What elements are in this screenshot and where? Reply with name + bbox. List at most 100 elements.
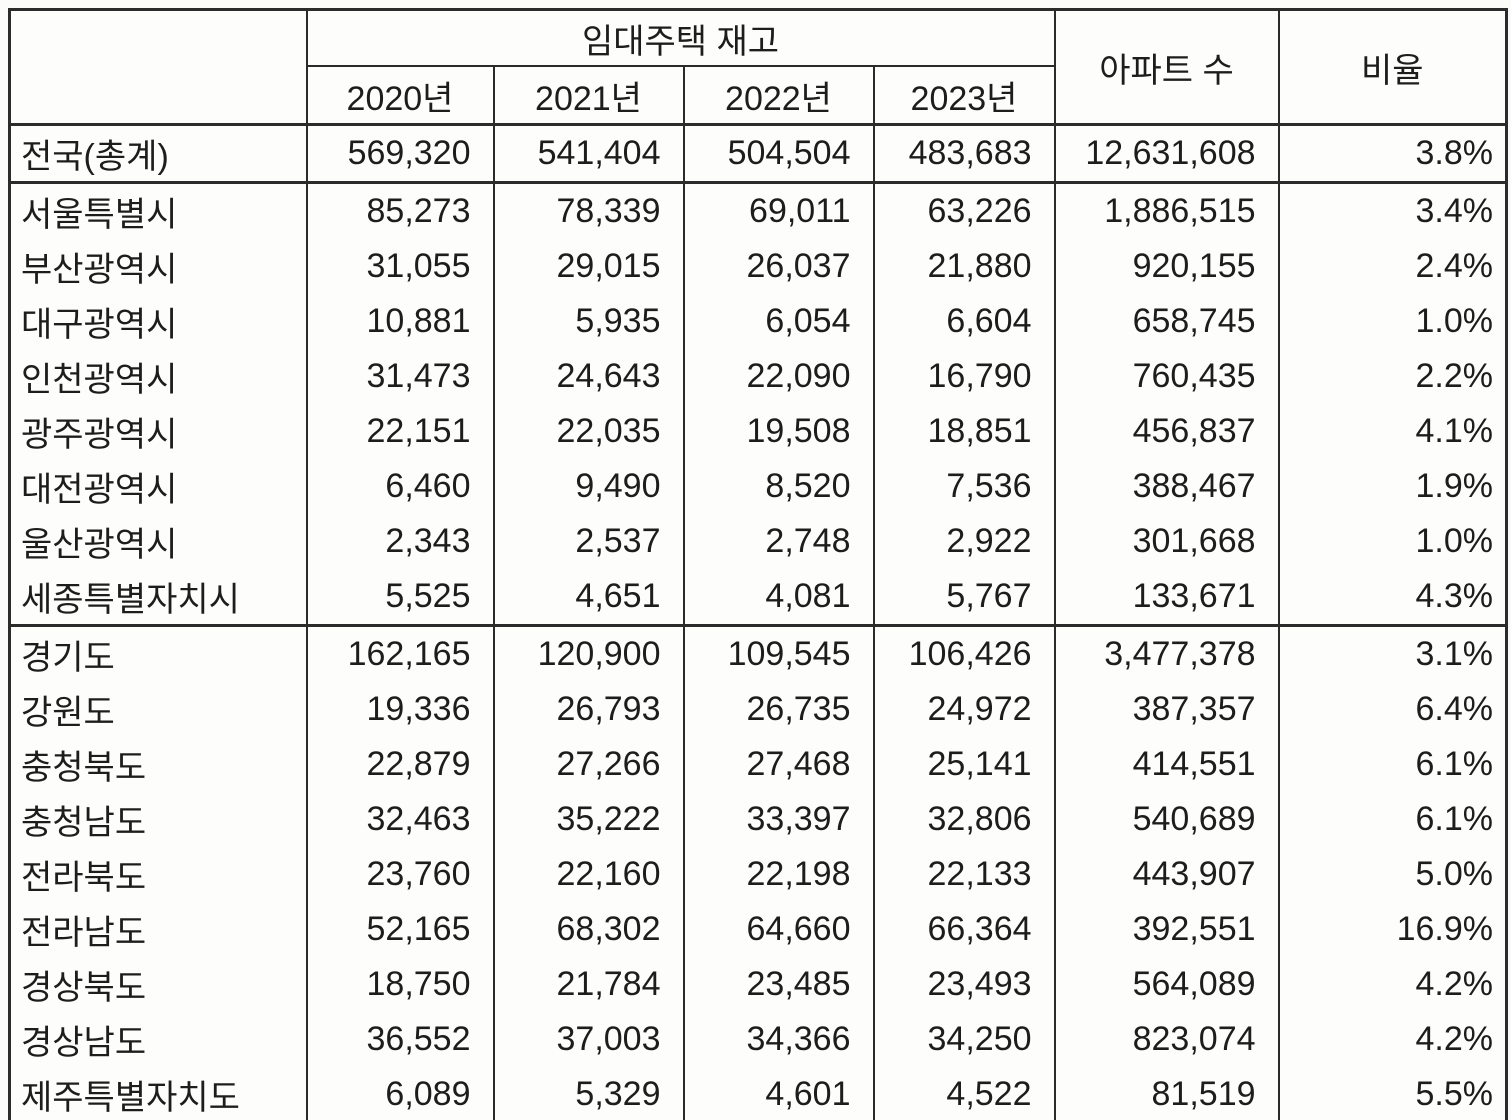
ratio-cell: 4.2% [1277,1012,1508,1067]
apartments-cell: 301,668 [1053,514,1280,569]
rental-stock-2021-cell: 9,490 [492,459,685,514]
table-row: 전라북도 23,760 22,160 22,198 22,133 443,907 5.0% [8,847,1508,902]
rental-stock-2023-cell: 2,922 [872,514,1056,569]
year-column-header: 2020년 [305,66,495,126]
rental-stock-2021-cell: 27,266 [492,737,685,792]
table-row: 광주광역시 22,151 22,035 19,508 18,851 456,837 4.1% [8,404,1508,459]
rental-stock-2021-cell: 24,643 [492,349,685,404]
region-cell: 광주광역시 [8,404,308,459]
rental-stock-2020-cell: 36,552 [305,1012,495,1067]
rental-stock-2023-cell: 18,851 [872,404,1056,459]
year-column-header: 2023년 [872,66,1056,126]
rental-stock-2023-cell: 66,364 [872,902,1056,957]
rental-stock-2020-cell: 10,881 [305,294,495,349]
rental-stock-2023-cell: 32,806 [872,792,1056,847]
table-row: 전국(총계) 569,320 541,404 504,504 483,683 12,631… [8,124,1508,184]
rental-stock-2023-cell: 24,972 [872,682,1056,737]
rental-stock-group-header: 임대주택 재고 [305,9,1056,67]
rental-stock-2023-cell: 22,133 [872,847,1056,902]
region-header-cell [8,9,308,125]
rental-stock-2022-cell: 34,366 [682,1012,875,1067]
region-cell: 세종특별자치시 [8,569,308,627]
ratio-cell: 6.4% [1277,682,1508,737]
rental-stock-2021-cell: 29,015 [492,239,685,294]
table-row: 경상북도 18,750 21,784 23,485 23,493 564,089 4.2% [8,957,1508,1012]
table-row: 제주특별자치도 6,089 5,329 4,601 4,522 81,519 5.5% [8,1067,1508,1120]
rental-stock-2023-cell: 25,141 [872,737,1056,792]
rental-stock-2020-cell: 31,055 [305,239,495,294]
rental-stock-2022-cell: 2,748 [682,514,875,569]
ratio-cell: 6.1% [1277,737,1508,792]
rental-stock-2021-cell: 2,537 [492,514,685,569]
apartments-cell: 392,551 [1053,902,1280,957]
apartments-cell: 388,467 [1053,459,1280,514]
region-cell: 부산광역시 [8,239,308,294]
ratio-header: 비율 [1277,9,1508,125]
ratio-cell: 1.0% [1277,514,1508,569]
rental-stock-2021-cell: 120,900 [492,625,685,682]
year-column-header: 2022년 [682,66,875,126]
apartments-cell: 1,886,515 [1053,182,1280,239]
region-cell: 충청북도 [8,737,308,792]
rental-stock-2020-cell: 85,273 [305,182,495,239]
rental-stock-2021-cell: 4,651 [492,569,685,627]
apartments-cell: 12,631,608 [1053,124,1280,184]
region-cell: 서울특별시 [8,182,308,239]
region-cell: 대구광역시 [8,294,308,349]
rental-stock-2022-cell: 26,735 [682,682,875,737]
rental-stock-2022-cell: 504,504 [682,124,875,184]
rental-stock-2023-cell: 34,250 [872,1012,1056,1067]
rental-stock-2021-cell: 22,160 [492,847,685,902]
rental-stock-2020-cell: 22,151 [305,404,495,459]
table-row: 대구광역시 10,881 5,935 6,054 6,604 658,745 1.0% [8,294,1508,349]
region-cell: 강원도 [8,682,308,737]
rental-stock-2022-cell: 22,198 [682,847,875,902]
apartments-cell: 823,074 [1053,1012,1280,1067]
rental-stock-2020-cell: 22,879 [305,737,495,792]
rental-stock-2020-cell: 6,089 [305,1067,495,1120]
region-cell: 경기도 [8,625,308,682]
rental-stock-2020-cell: 23,760 [305,847,495,902]
rental-stock-2020-cell: 52,165 [305,902,495,957]
apartments-cell: 456,837 [1053,404,1280,459]
rental-stock-2023-cell: 483,683 [872,124,1056,184]
rental-stock-2021-cell: 35,222 [492,792,685,847]
region-cell: 경상북도 [8,957,308,1012]
rental-stock-2020-cell: 18,750 [305,957,495,1012]
rental-stock-2021-cell: 541,404 [492,124,685,184]
ratio-cell: 2.2% [1277,349,1508,404]
rental-stock-2023-cell: 5,767 [872,569,1056,627]
table-body: 전국(총계) 569,320 541,404 504,504 483,683 12,631… [8,124,1508,1120]
rental-stock-2022-cell: 4,601 [682,1067,875,1120]
rental-stock-2023-cell: 21,880 [872,239,1056,294]
apartments-cell: 133,671 [1053,569,1280,627]
ratio-cell: 3.1% [1277,625,1508,682]
ratio-cell: 1.0% [1277,294,1508,349]
apartments-cell: 760,435 [1053,349,1280,404]
rental-stock-2022-cell: 19,508 [682,404,875,459]
rental-stock-2020-cell: 162,165 [305,625,495,682]
ratio-cell: 4.3% [1277,569,1508,627]
rental-stock-2021-cell: 68,302 [492,902,685,957]
table-row: 서울특별시 85,273 78,339 69,011 63,226 1,886,515 3.… [8,182,1508,239]
table-row: 울산광역시 2,343 2,537 2,748 2,922 301,668 1.0% [8,514,1508,569]
rental-stock-2020-cell: 32,463 [305,792,495,847]
rental-stock-2021-cell: 5,329 [492,1067,685,1120]
table-row: 전라남도 52,165 68,302 64,660 66,364 392,551 16.9% [8,902,1508,957]
rental-stock-2020-cell: 6,460 [305,459,495,514]
apartments-cell: 564,089 [1053,957,1280,1012]
ratio-cell: 1.9% [1277,459,1508,514]
year-column-header: 2021년 [492,66,685,126]
header-row-years: 2020년 2021년 2022년 2023년 [10,66,1507,126]
region-cell: 전라남도 [8,902,308,957]
rental-stock-2021-cell: 37,003 [492,1012,685,1067]
rental-stock-2021-cell: 26,793 [492,682,685,737]
region-cell: 충청남도 [8,792,308,847]
rental-stock-2021-cell: 21,784 [492,957,685,1012]
table-row: 인천광역시 31,473 24,643 22,090 16,790 760,435 2.2% [8,349,1508,404]
region-cell: 전국(총계) [8,124,308,184]
ratio-cell: 2.4% [1277,239,1508,294]
ratio-cell: 4.1% [1277,404,1508,459]
rental-stock-2023-cell: 16,790 [872,349,1056,404]
ratio-cell: 4.2% [1277,957,1508,1012]
